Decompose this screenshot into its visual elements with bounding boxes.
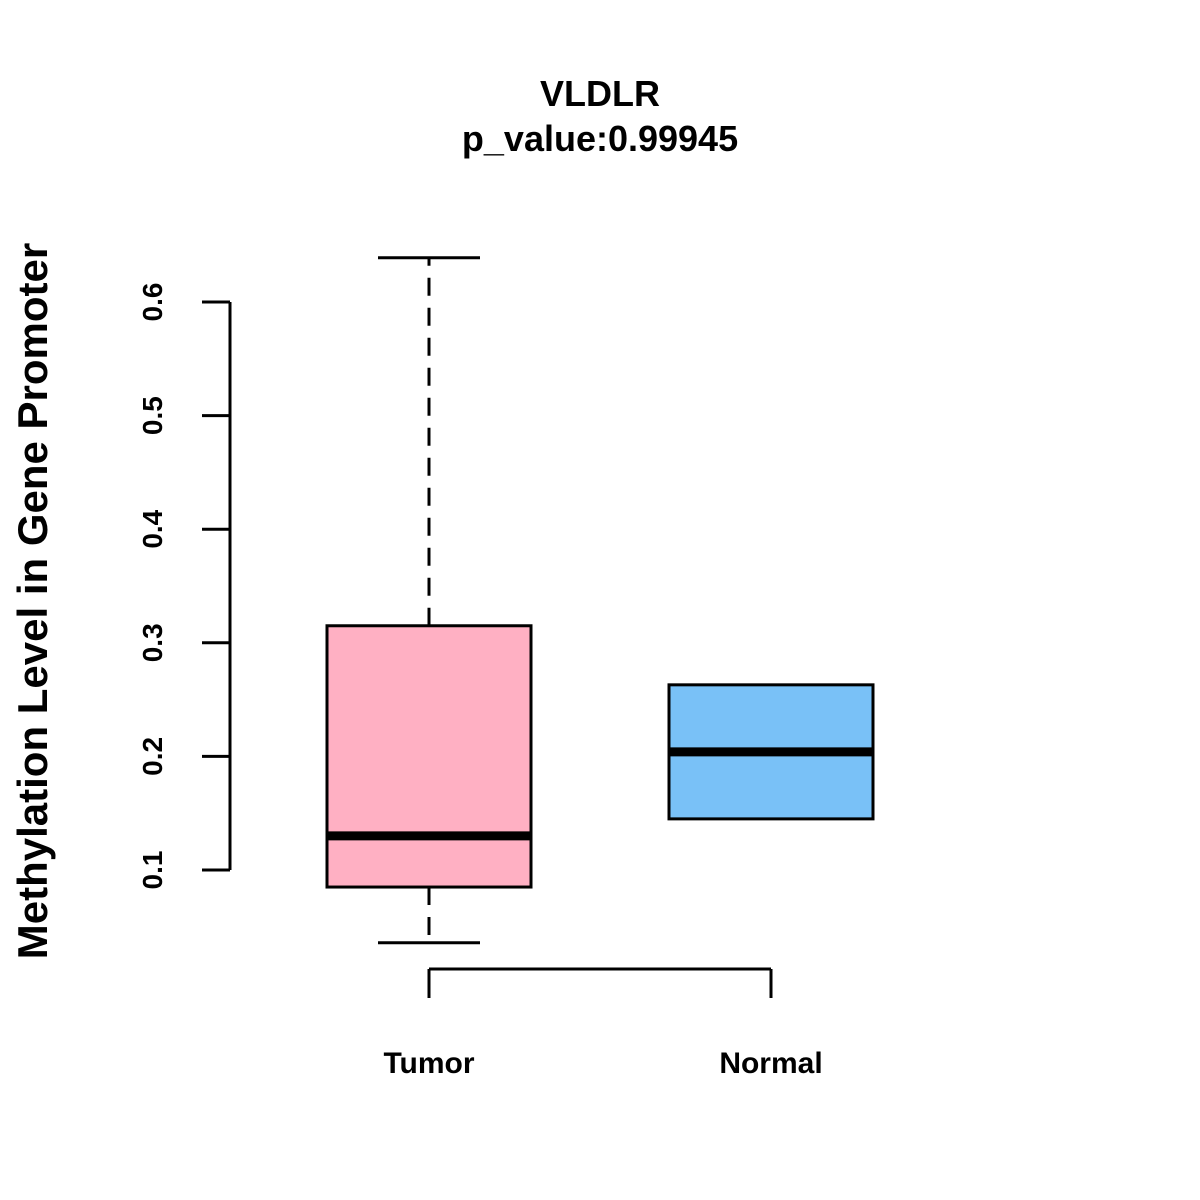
box-body	[325, 624, 533, 889]
box-normal	[667, 683, 875, 821]
box-tumor	[325, 256, 533, 945]
y-tick-label: 0.2	[137, 737, 168, 776]
y-axis: 0.1 0.2 0.3 0.4 0.5 0.6	[137, 283, 232, 890]
y-tick-label: 0.1	[137, 851, 168, 890]
x-tick-label: Normal	[719, 1047, 822, 1080]
x-axis: Tumor Normal	[383, 967, 823, 1080]
x-tick-label: Tumor	[383, 1047, 474, 1080]
y-tick-label: 0.6	[137, 283, 168, 322]
y-tick-label: 0.3	[137, 623, 168, 662]
chart-title: VLDLR	[540, 73, 660, 114]
chart-subtitle: p_value:0.99945	[462, 118, 738, 159]
y-tick-label: 0.4	[137, 509, 168, 548]
box-series	[325, 256, 875, 945]
y-tick-label: 0.5	[137, 396, 168, 435]
y-axis-label: Methylation Level in Gene Promoter	[9, 243, 56, 959]
